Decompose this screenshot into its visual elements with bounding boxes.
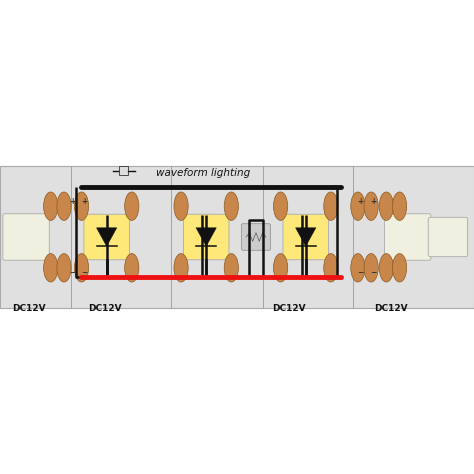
Text: DC12V: DC12V (12, 304, 46, 313)
Text: −: − (357, 268, 364, 277)
Ellipse shape (379, 254, 393, 282)
Bar (119, 166, 128, 175)
Polygon shape (97, 228, 117, 246)
Ellipse shape (44, 192, 58, 220)
Ellipse shape (74, 192, 89, 220)
Ellipse shape (324, 254, 338, 282)
Text: waveform lighting: waveform lighting (156, 168, 251, 178)
Ellipse shape (364, 192, 378, 220)
Text: +: + (357, 197, 364, 206)
Text: +: + (370, 197, 377, 206)
Polygon shape (196, 228, 216, 246)
FancyBboxPatch shape (84, 214, 129, 260)
Ellipse shape (57, 254, 71, 282)
FancyBboxPatch shape (428, 217, 467, 257)
Ellipse shape (174, 192, 188, 220)
Ellipse shape (392, 192, 407, 220)
Ellipse shape (351, 254, 365, 282)
Ellipse shape (273, 254, 288, 282)
Text: +: + (69, 197, 75, 206)
Text: +: + (81, 197, 88, 206)
Ellipse shape (224, 192, 238, 220)
Text: DC12V: DC12V (88, 304, 121, 313)
Ellipse shape (392, 254, 407, 282)
FancyBboxPatch shape (3, 214, 49, 260)
FancyBboxPatch shape (242, 224, 270, 250)
Ellipse shape (74, 254, 89, 282)
Ellipse shape (351, 192, 365, 220)
Text: DC12V: DC12V (273, 304, 306, 313)
Polygon shape (296, 228, 316, 246)
Text: −: − (370, 268, 377, 277)
Ellipse shape (224, 254, 238, 282)
Ellipse shape (273, 192, 288, 220)
Ellipse shape (324, 192, 338, 220)
Text: −: − (81, 268, 88, 277)
Ellipse shape (174, 254, 188, 282)
Ellipse shape (379, 192, 393, 220)
Ellipse shape (125, 254, 139, 282)
Ellipse shape (57, 192, 71, 220)
FancyBboxPatch shape (283, 214, 328, 260)
Ellipse shape (364, 254, 378, 282)
FancyBboxPatch shape (384, 214, 431, 260)
FancyBboxPatch shape (183, 214, 229, 260)
Ellipse shape (125, 192, 139, 220)
Text: −: − (69, 268, 75, 277)
Text: DC12V: DC12V (374, 304, 408, 313)
Bar (0, 166, 474, 308)
Ellipse shape (44, 254, 58, 282)
